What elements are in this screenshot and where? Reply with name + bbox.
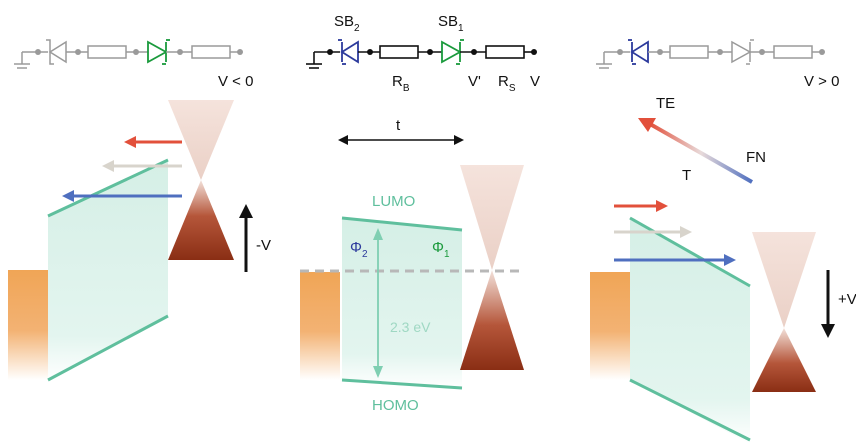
right-resistor-2-icon bbox=[773, 45, 813, 59]
phi1-label: Φ1 bbox=[432, 239, 450, 260]
right-voltage-label: V > 0 bbox=[804, 73, 839, 90]
center-band-diagram: t 2.3 eV LUMO HOMO Φ2 Φ1 bbox=[300, 117, 524, 414]
left-resistor-2-icon bbox=[191, 45, 231, 59]
right-molecule-band bbox=[630, 218, 750, 444]
left-circuit: V < 0 bbox=[14, 39, 253, 90]
fn-label: FN bbox=[746, 149, 766, 166]
rs-resistor-icon bbox=[485, 45, 525, 59]
left-molecule-band bbox=[48, 160, 168, 380]
center-metal-electrode bbox=[300, 272, 340, 380]
sb2-label: SB2 bbox=[334, 13, 360, 34]
right-cone-bottom bbox=[752, 328, 816, 392]
homo-label: HOMO bbox=[372, 397, 419, 414]
v-prime-label: V' bbox=[468, 73, 481, 90]
phi2-label: Φ2 bbox=[350, 239, 368, 260]
center-cone-bottom bbox=[460, 270, 524, 370]
left-field-label: -V bbox=[256, 237, 271, 254]
center-circuit: SB2 SB1 RB V' RS V bbox=[306, 13, 540, 94]
sb2-diode-icon bbox=[338, 39, 359, 65]
te-label: TE bbox=[656, 95, 675, 112]
right-cone-top bbox=[752, 232, 816, 328]
bandgap-label: 2.3 eV bbox=[390, 319, 431, 335]
te-fn-gradient-arrow bbox=[649, 122, 753, 184]
rb-label: RB bbox=[392, 73, 410, 94]
sb1-label: SB1 bbox=[438, 13, 464, 34]
t-label: t bbox=[396, 117, 401, 134]
right-resistor-1-icon bbox=[669, 45, 709, 59]
right-blue-diode-icon bbox=[628, 39, 649, 65]
rb-resistor-icon bbox=[379, 45, 419, 59]
left-voltage-label: V < 0 bbox=[218, 73, 253, 90]
right-metal-electrode bbox=[590, 272, 630, 380]
right-field-label: +V bbox=[838, 291, 856, 308]
lumo-label: LUMO bbox=[372, 193, 415, 210]
left-resistor-1-icon bbox=[87, 45, 127, 59]
center-molecule-band bbox=[342, 218, 462, 388]
right-circuit: V > 0 bbox=[596, 39, 839, 90]
left-cone-top bbox=[168, 100, 234, 180]
left-cone-bottom bbox=[168, 180, 234, 260]
left-metal-electrode bbox=[8, 270, 48, 380]
t-mechanism-label: T bbox=[682, 167, 691, 184]
rs-label: RS bbox=[498, 73, 516, 94]
v-label: V bbox=[530, 73, 540, 90]
left-gray-diode-icon bbox=[46, 39, 67, 65]
center-cone-top bbox=[460, 165, 524, 270]
left-band-diagram: -V bbox=[8, 100, 271, 382]
right-band-diagram: TE T FN +V bbox=[590, 95, 856, 444]
